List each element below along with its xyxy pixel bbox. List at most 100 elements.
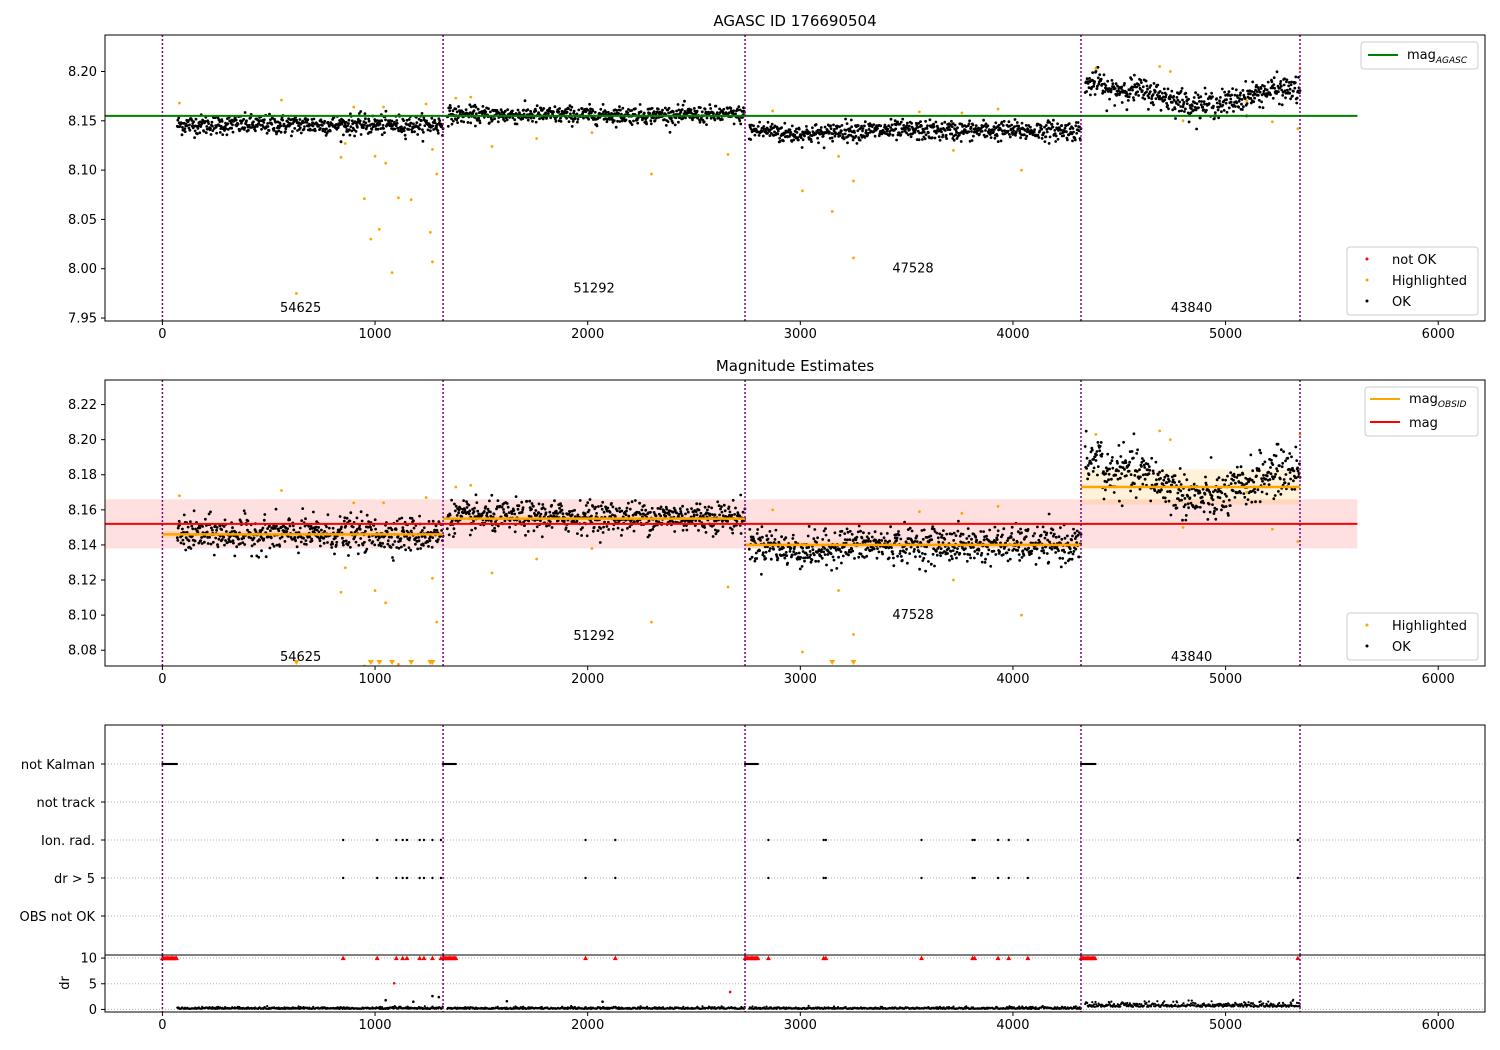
ok-point — [187, 539, 191, 543]
ok-point — [827, 539, 831, 542]
ok-point — [1213, 117, 1216, 120]
ok-point — [859, 529, 862, 533]
ok-point — [701, 514, 705, 518]
ok-point — [1084, 80, 1088, 84]
ok-point — [1232, 110, 1235, 113]
ok-point — [1126, 99, 1130, 102]
ok-point — [799, 556, 803, 559]
ok-point — [912, 550, 916, 553]
ok-point — [288, 518, 291, 522]
ok-point — [838, 125, 841, 129]
ok-point — [1010, 123, 1014, 127]
ok-point — [675, 109, 678, 113]
ok-point — [1225, 494, 1228, 498]
ok-point — [1190, 107, 1193, 110]
ok-point — [1212, 512, 1216, 515]
ok-point — [1256, 488, 1260, 492]
ok-point — [634, 499, 637, 502]
ok-point — [677, 120, 680, 124]
ok-point — [1129, 473, 1133, 476]
ok-point — [778, 139, 782, 143]
ok-point — [1040, 127, 1044, 131]
ok-point — [230, 126, 234, 130]
ok-point — [858, 138, 862, 142]
ok-point — [788, 550, 792, 553]
ok-point — [953, 552, 957, 556]
ok-point — [354, 130, 358, 133]
ok-point — [543, 507, 547, 511]
ok-point — [453, 502, 456, 506]
ok-point — [530, 502, 534, 505]
highlighted-point — [390, 271, 394, 275]
ok-point — [1001, 553, 1005, 556]
highlighted-offscale-marker — [429, 660, 436, 665]
ok-point — [262, 118, 266, 122]
ok-point — [736, 108, 740, 112]
highlighted-point — [590, 131, 594, 135]
ok-point — [856, 129, 860, 133]
ok-point — [292, 528, 296, 532]
x-tick-label: 3000 — [784, 672, 817, 687]
ok-point — [342, 539, 346, 543]
x-tick-label: 1000 — [358, 672, 391, 687]
ok-point — [1279, 492, 1283, 496]
ok-point — [468, 103, 472, 107]
ok-point — [380, 119, 384, 123]
highlighted-offscale-marker — [367, 660, 374, 665]
ok-point — [304, 539, 308, 542]
ok-point — [774, 528, 778, 532]
ok-point — [1064, 561, 1067, 565]
ok-point — [1201, 487, 1205, 491]
ok-point — [681, 103, 685, 107]
ok-point — [1204, 475, 1207, 479]
ok-point — [541, 117, 545, 121]
ok-point — [1120, 85, 1124, 89]
ok-point — [1215, 507, 1219, 511]
ok-point — [1100, 454, 1103, 458]
ok-point — [865, 554, 869, 558]
ok-point — [996, 533, 1000, 537]
ok-point — [507, 511, 511, 514]
ok-point — [795, 127, 798, 131]
ok-point — [815, 541, 818, 544]
ok-point — [1187, 120, 1191, 124]
ok-point — [800, 146, 804, 149]
ok-point — [630, 500, 634, 504]
ok-point — [1193, 101, 1197, 105]
ok-point — [450, 498, 453, 502]
x-tick-label: 2000 — [571, 672, 604, 687]
ok-point — [521, 508, 525, 512]
ok-point — [873, 134, 877, 138]
ok-point — [1150, 456, 1154, 460]
ok-point — [939, 547, 943, 551]
ok-point — [553, 105, 557, 109]
ok-point — [693, 524, 697, 527]
ok-point — [335, 540, 339, 544]
ok-point — [400, 516, 404, 520]
ok-point — [425, 119, 428, 123]
ok-point — [627, 501, 630, 505]
ok-point — [900, 559, 904, 562]
ok-point — [576, 532, 579, 535]
ok-point — [856, 530, 860, 534]
ok-point — [1020, 556, 1024, 559]
ok-point — [1162, 478, 1166, 482]
ok-point — [203, 540, 206, 544]
ok-point — [1043, 140, 1047, 144]
ok-point — [760, 525, 764, 529]
ok-point — [761, 551, 765, 554]
ok-point — [393, 540, 397, 543]
ok-point — [505, 514, 509, 518]
ok-point — [521, 117, 525, 121]
legend-agasc-sub: AGASC — [1435, 56, 1468, 66]
ok-point — [1104, 472, 1108, 475]
ok-point — [691, 118, 694, 122]
ok-point — [390, 119, 394, 123]
ok-point — [1107, 472, 1111, 476]
ok-point — [758, 536, 762, 540]
ok-point — [1283, 481, 1287, 484]
ok-point — [535, 525, 539, 529]
ok-point — [606, 506, 610, 510]
ok-point — [1171, 108, 1175, 112]
ok-point — [1148, 468, 1152, 472]
